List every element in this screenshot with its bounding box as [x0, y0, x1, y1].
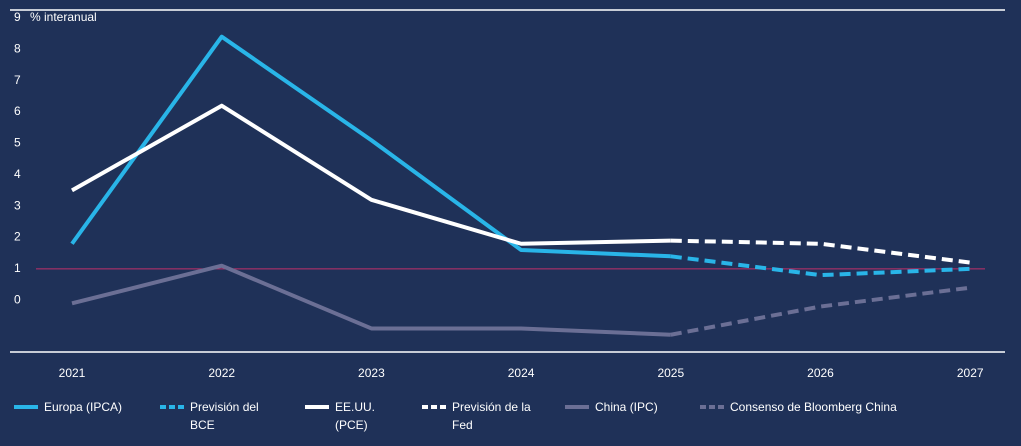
legend-label: China (IPC)	[595, 400, 658, 414]
legend-label: Europa (IPCA)	[44, 400, 123, 414]
y-tick-label: 4	[14, 167, 21, 181]
y-tick-label: 3	[14, 198, 21, 212]
series-line	[670, 238, 971, 265]
legend-item: Previsión de la Fed	[422, 398, 532, 434]
x-tick-label: 2021	[59, 366, 86, 380]
series-line	[670, 285, 971, 337]
y-tick-label: 2	[14, 230, 21, 244]
x-tick-label: 2022	[208, 366, 235, 380]
legend-item: China (IPC)	[565, 398, 675, 416]
x-tick-label: 2024	[508, 366, 535, 380]
y-tick-label: 7	[14, 73, 21, 87]
legend-item: EE.UU. (PCE)	[305, 398, 385, 434]
x-tick-label: 2023	[358, 366, 385, 380]
plot-area: % interanual 0 1 2 3 4 5 6 7 8 9 2021 2022 2023 2024 2…	[10, 9, 1005, 380]
legend-item: Europa (IPCA)	[14, 398, 124, 416]
series-line	[71, 263, 671, 337]
y-axis-label: % interanual	[30, 10, 97, 24]
legend: Europa (IPCA) Previsión del BCE EE.UU. (PC…	[0, 398, 1021, 446]
x-tick-label: 2026	[807, 366, 834, 380]
y-tick-label: 8	[14, 41, 21, 55]
legend-item: Consenso de Bloomberg China	[700, 398, 960, 416]
x-tick-label: 2027	[957, 366, 984, 380]
series-line	[71, 103, 671, 246]
legend-swatch	[422, 405, 446, 409]
y-tick-label: 1	[14, 261, 21, 275]
x-tick-label: 2025	[657, 366, 684, 380]
legend-label: EE.UU. (PCE)	[335, 400, 376, 432]
legend-swatch	[14, 405, 38, 409]
legend-label: Previsión de la Fed	[452, 400, 531, 432]
legend-label: Consenso de Bloomberg China	[730, 400, 897, 414]
y-tick-label: 0	[14, 292, 21, 306]
legend-label: Previsión del BCE	[190, 400, 259, 432]
legend-item: Previsión del BCE	[160, 398, 270, 434]
series-line	[670, 254, 971, 278]
y-tick-label: 6	[14, 104, 21, 118]
series-line	[70, 34, 671, 259]
legend-swatch	[565, 405, 589, 409]
legend-swatch	[160, 405, 184, 409]
y-tick-label: 5	[14, 136, 21, 150]
legend-swatch	[305, 405, 329, 409]
y-tick-label: 9	[14, 10, 21, 24]
legend-swatch	[700, 405, 724, 409]
